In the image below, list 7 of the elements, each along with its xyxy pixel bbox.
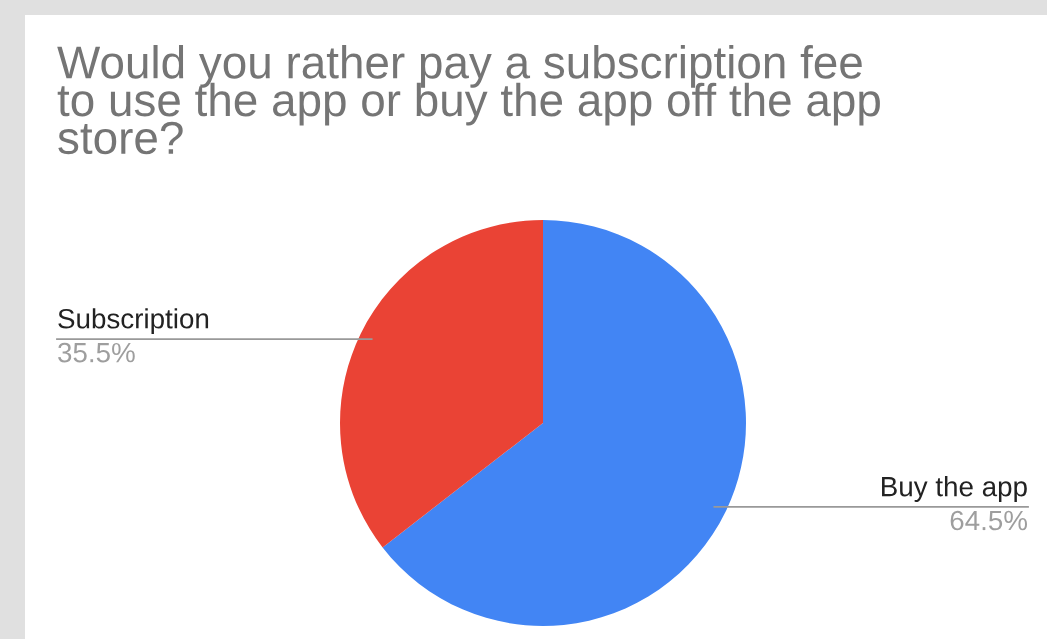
pie-slice (340, 220, 543, 548)
data-label: 35.5% (58, 342, 135, 363)
data-label: 64.5% (950, 510, 1028, 531)
slice-label: Buy the app (882, 476, 1027, 502)
slice-label: Subscription (58, 308, 209, 335)
pie-slice (382, 220, 746, 626)
chart-title: Would you rather pay a subscription fee to use the app or buy the app off the app store? (57, 45, 880, 155)
